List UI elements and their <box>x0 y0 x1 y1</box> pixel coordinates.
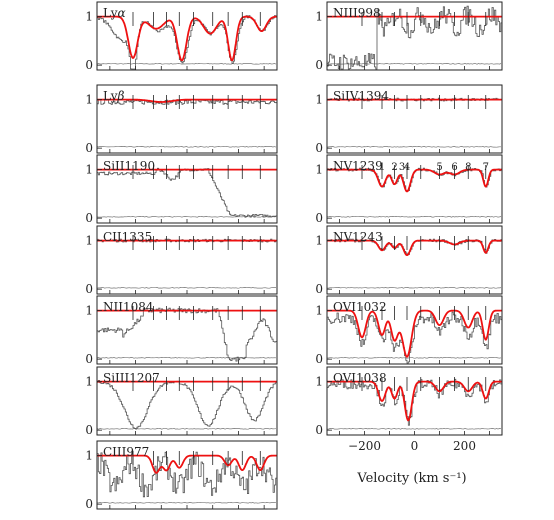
y-tick-label: 1 <box>85 163 93 177</box>
component-number: 2 <box>391 162 397 173</box>
error-spectrum <box>96 428 277 430</box>
observed-spectrum <box>97 307 277 362</box>
error-spectrum <box>96 357 277 359</box>
y-tick-label: 1 <box>315 375 323 389</box>
y-tick-label: 1 <box>85 375 93 389</box>
x-tick-label: −200 <box>348 439 381 453</box>
y-tick-label: 1 <box>85 234 93 248</box>
error-spectrum <box>96 63 277 65</box>
error-spectrum <box>96 216 277 218</box>
observed-spectrum <box>97 99 277 105</box>
y-tick-label: 0 <box>85 211 93 225</box>
y-tick-label: 0 <box>85 141 93 155</box>
error-spectrum <box>326 216 502 218</box>
x-tick-label: 200 <box>453 439 476 453</box>
observed-spectrum <box>97 167 277 218</box>
model-fit-line <box>97 454 277 474</box>
y-tick-label: 0 <box>315 211 323 225</box>
error-spectrum <box>97 502 277 504</box>
component-number: 7 <box>483 162 489 173</box>
panels-layer: 0 1 Lyα 0 1 Lyβ 0 1 SiII1190 0 1 CII1335 0 1 NII1084 0 1… <box>85 1 503 511</box>
y-tick-label: 1 <box>315 234 323 248</box>
y-tick-label: 1 <box>315 10 323 24</box>
y-tick-label: 0 <box>85 352 93 366</box>
spectrum-panel: 0 1 SiIV1394 <box>315 84 503 155</box>
panel-label: CIII977 <box>103 445 149 459</box>
y-tick-label: 0 <box>85 282 93 296</box>
error-spectrum <box>326 63 502 65</box>
y-tick-label: 0 <box>315 423 323 437</box>
panel-label: NV1243 <box>333 230 383 244</box>
spectrum-panel: 0 1 SiIII1207 <box>85 366 278 437</box>
spectrum-panel: 0 1 OVI1032 <box>315 295 503 366</box>
y-tick-label: 1 <box>315 304 323 318</box>
component-number: 8 <box>465 162 471 173</box>
spectrum-panel: 0 1 NV1243 <box>315 225 503 296</box>
panel-label: Lyα <box>103 6 126 20</box>
y-tick-label: 0 <box>315 352 323 366</box>
model-fit-line <box>97 98 277 103</box>
y-tick-label: 0 <box>315 141 323 155</box>
panel-label: NV1239 <box>333 159 383 173</box>
y-tick-label: 1 <box>85 304 93 318</box>
observed-spectrum <box>327 5 502 70</box>
model-fit-line <box>327 239 502 257</box>
spectrum-panel: 0 1 NIII998 <box>315 1 503 72</box>
spectrum-panel: 0 1 SiII1190 <box>85 154 278 225</box>
panel-label: NIII998 <box>333 6 381 20</box>
y-tick-label: 0 <box>315 58 323 72</box>
spectrum-panel: 0 1 CII1335 <box>85 225 278 296</box>
y-tick-label: 1 <box>315 93 323 107</box>
x-axis-label: Velocity (km s⁻¹) <box>356 471 466 486</box>
panel-label: OVI1032 <box>333 300 387 314</box>
error-spectrum <box>327 428 502 430</box>
model-fit-line <box>327 309 502 358</box>
spectrum-panel: 0 1 Lyα <box>85 1 278 72</box>
error-spectrum <box>327 357 502 359</box>
component-number: 1 <box>379 162 385 173</box>
y-tick-label: 0 <box>85 497 93 511</box>
component-number: 3 <box>399 162 405 173</box>
y-tick-label: 1 <box>85 93 93 107</box>
y-tick-label: 0 <box>85 58 93 72</box>
spectrum-panel: 0 1 CIII977 <box>85 440 278 511</box>
error-spectrum <box>327 287 502 289</box>
model-fit-line <box>97 15 278 62</box>
y-tick-label: 1 <box>85 10 93 24</box>
observed-spectrum <box>97 380 277 430</box>
y-tick-label: 1 <box>85 449 93 463</box>
error-spectrum <box>326 146 501 148</box>
model-fit-line <box>327 380 502 422</box>
observed-spectrum <box>327 378 502 426</box>
component-number: 4 <box>404 162 410 173</box>
spectrum-panel: 0 1 OVI1038 −200 0 200 <box>315 366 503 453</box>
component-number: 6 <box>451 162 457 173</box>
panel-label: SiIV1394 <box>333 89 389 103</box>
panel-label: SiII1190 <box>103 159 155 173</box>
error-spectrum <box>96 146 277 148</box>
model-fit-line <box>327 168 502 193</box>
spectrum-panel: 0 1 Lyβ <box>85 84 278 155</box>
panel-label: SiIII1207 <box>103 371 160 385</box>
panel-label: CII1335 <box>103 230 152 244</box>
x-tick-label: 0 <box>411 439 419 453</box>
error-spectrum <box>96 287 277 289</box>
panel-label: Lyβ <box>103 89 125 103</box>
panel-label: NII1084 <box>103 300 154 314</box>
y-tick-label: 1 <box>315 163 323 177</box>
observed-spectrum <box>97 15 277 70</box>
panel-label: OVI1038 <box>333 371 387 385</box>
spectrum-panel: 0 1 NII1084 <box>85 295 278 366</box>
component-number: 5 <box>436 162 442 173</box>
y-tick-label: 0 <box>315 282 323 296</box>
y-tick-label: 0 <box>85 423 93 437</box>
